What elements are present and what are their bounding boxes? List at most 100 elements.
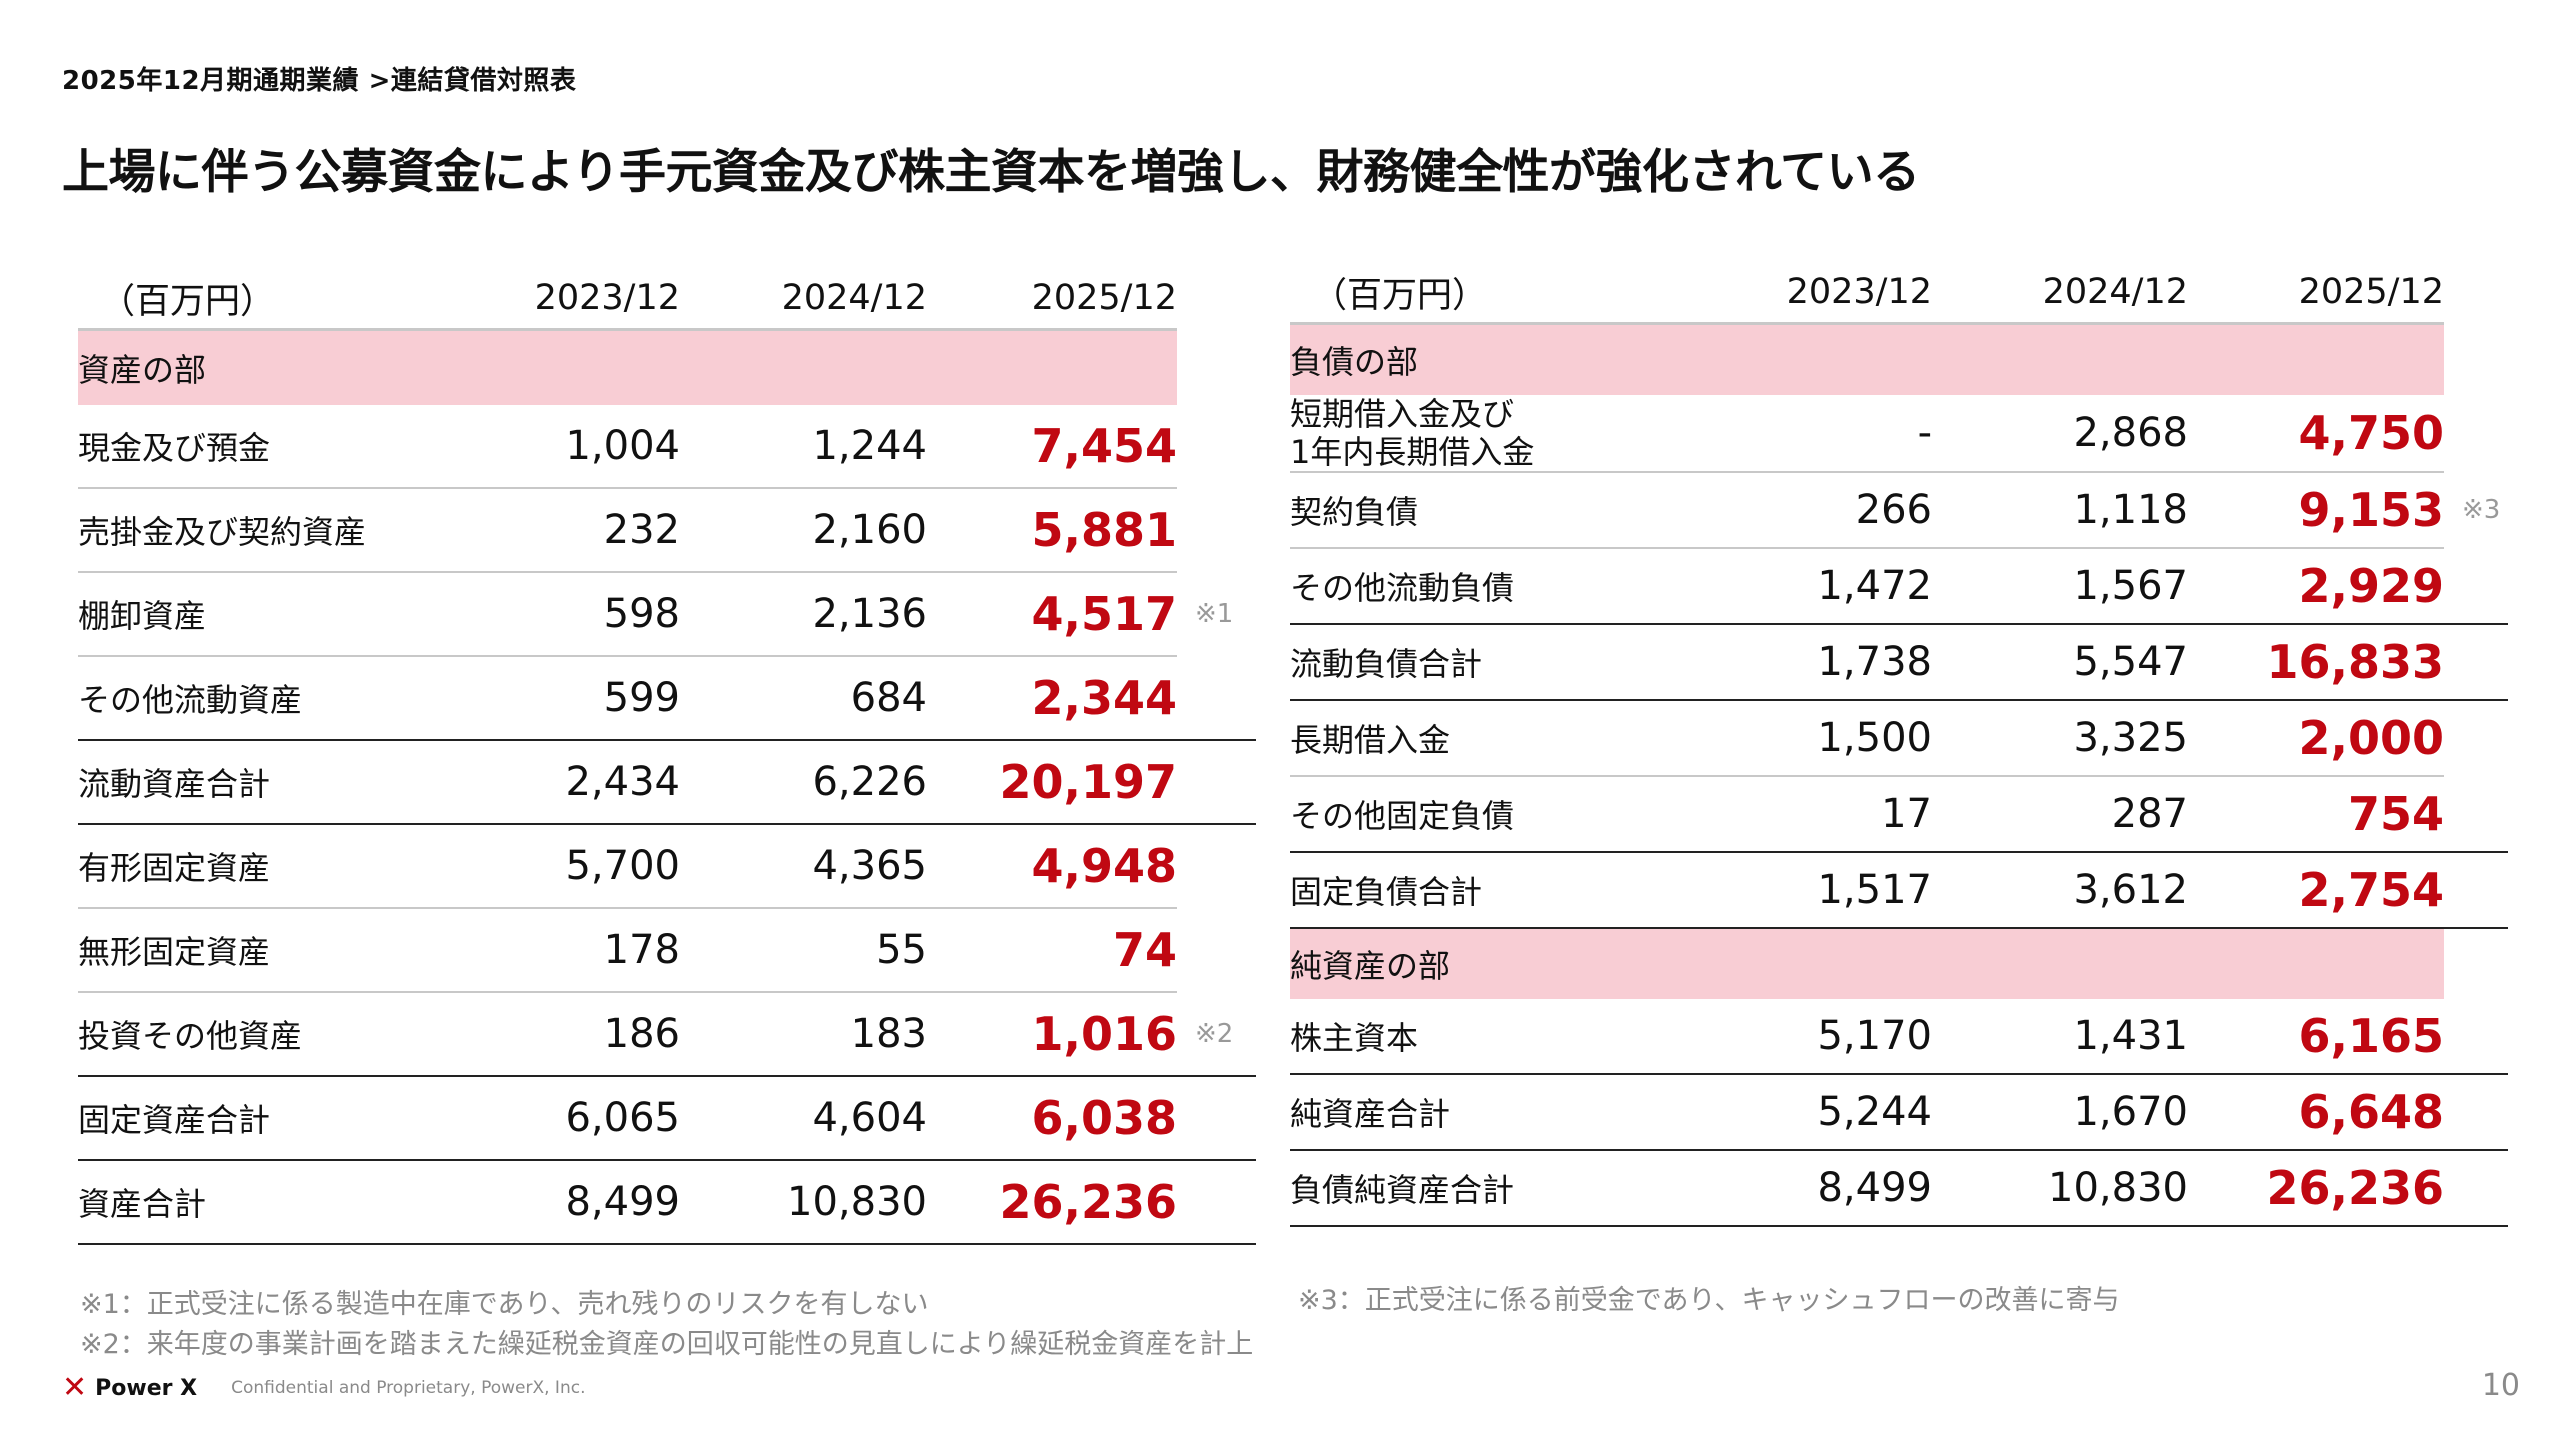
value-2025: 16,833: [2188, 624, 2444, 701]
value-2024: 287: [1932, 776, 2188, 853]
row-note: ※1: [1195, 599, 1234, 629]
row-note: [2444, 395, 2508, 472]
row-label: 長期借入金: [1290, 700, 1710, 777]
table-row: 現金及び預金 1,004 1,244 7,454: [78, 405, 1256, 489]
value-2024: 2,136: [680, 572, 927, 657]
assets-header-row: （百万円） 2023/12 2024/12 2025/12: [78, 268, 1256, 331]
table-row: 短期借入金及び 1年内長期借入金 - 2,868 4,750: [1290, 395, 2508, 473]
table-row: その他固定負債 17 287 754: [1290, 776, 2508, 853]
row-note: [1177, 824, 1256, 908]
value-2024: 3,325: [1932, 700, 2188, 777]
row-label: 売掛金及び契約資産: [78, 488, 458, 573]
section-title: 純資産の部: [1290, 928, 1710, 999]
row-label: その他流動資産: [78, 656, 458, 741]
row-label: 固定負債合計: [1290, 852, 1710, 929]
note-column-header: [2444, 262, 2508, 324]
value-2023: 1,004: [458, 405, 680, 489]
value-2023: 17: [1710, 776, 1932, 853]
value-2023: 178: [458, 908, 680, 993]
value-2025: 7,454: [927, 405, 1177, 489]
value-2024: 2,868: [1932, 395, 2188, 473]
value-2025: 5,881: [927, 488, 1177, 573]
footer: ✕ Power X Confidential and Proprietary, …: [62, 1373, 585, 1403]
section-title: 資産の部: [78, 329, 458, 405]
value-2025: 26,236: [2188, 1150, 2444, 1227]
value-2025: 6,165: [2188, 999, 2444, 1075]
value-2024: 6,226: [680, 740, 927, 825]
value-2024: 1,118: [1932, 472, 2188, 549]
value-2025: 1,016: [927, 992, 1177, 1077]
value-2024: 55: [680, 908, 927, 993]
value-2024: 1,431: [1932, 999, 2188, 1075]
row-label: 現金及び預金: [78, 405, 458, 489]
value-2023: 598: [458, 572, 680, 657]
value-2024: 10,830: [1932, 1150, 2188, 1227]
subtotal-row: 固定資産合計 6,065 4,604 6,038: [78, 1076, 1256, 1161]
section-title: 負債の部: [1290, 323, 1710, 395]
value-2023: 6,065: [458, 1076, 680, 1161]
row-label: 流動負債合計: [1290, 624, 1710, 701]
row-note: [1177, 488, 1256, 572]
value-2023: 5,700: [458, 824, 680, 909]
assets-table: （百万円） 2023/12 2024/12 2025/12 資産の部 現金及び預…: [78, 268, 1256, 1245]
value-2023: 1,517: [1710, 852, 1932, 929]
subtotal-row: 流動負債合計 1,738 5,547 16,833: [1290, 624, 2508, 701]
subtotal-row: 流動資産合計 2,434 6,226 20,197: [78, 740, 1256, 825]
unit-label: （百万円）: [78, 268, 458, 331]
value-2025: 4,948: [927, 824, 1177, 909]
value-2024: 684: [680, 656, 927, 741]
value-2023: 8,499: [1710, 1150, 1932, 1227]
value-2025: 2,344: [927, 656, 1177, 741]
row-label: 流動資産合計: [78, 740, 458, 825]
year-header: 2024/12: [680, 268, 927, 331]
footnote-2: ※2：来年度の事業計画を踏まえた繰延税金資産の回収可能性の見直しにより繰延税金資…: [80, 1329, 1254, 1360]
row-note: [2444, 852, 2508, 929]
value-2025: 26,236: [927, 1160, 1177, 1245]
table-row: 棚卸資産 598 2,136 4,517 ※1: [78, 572, 1256, 657]
value-2023: 232: [458, 488, 680, 573]
row-note: ※3: [2462, 495, 2501, 525]
confidential-notice: Confidential and Proprietary, PowerX, In…: [231, 1378, 586, 1398]
value-2024: 4,604: [680, 1076, 927, 1161]
row-label-line1: 短期借入金及び: [1290, 395, 1515, 433]
value-2023: 5,170: [1710, 999, 1932, 1075]
row-note: ※2: [1177, 992, 1256, 1077]
row-label: 有形固定資産: [78, 824, 458, 909]
table-row: 契約負債 266 1,118 9,153 ※3: [1290, 472, 2508, 549]
row-label: 投資その他資産: [78, 992, 458, 1077]
table-row: 長期借入金 1,500 3,325 2,000: [1290, 700, 2508, 777]
row-note: [2444, 700, 2508, 776]
row-label: 純資産合計: [1290, 1074, 1710, 1151]
row-label: 短期借入金及び 1年内長期借入金: [1290, 395, 1710, 473]
row-note: [1177, 908, 1256, 992]
year-header: 2024/12: [1932, 262, 2188, 325]
value-2024: 183: [680, 992, 927, 1077]
powerx-logo-icon: ✕: [62, 1370, 88, 1405]
row-note: [2444, 1074, 2508, 1151]
value-2024: 1,567: [1932, 548, 2188, 625]
row-label: 固定資産合計: [78, 1076, 458, 1161]
row-note: [1177, 1160, 1256, 1245]
value-2025: 74: [927, 908, 1177, 993]
value-2023: 186: [458, 992, 680, 1077]
year-header: 2023/12: [1710, 262, 1932, 325]
value-2023: 266: [1710, 472, 1932, 549]
grand-total-row: 負債純資産合計 8,499 10,830 26,236: [1290, 1150, 2508, 1227]
row-note: [2444, 624, 2508, 701]
table-row: 売掛金及び契約資産 232 2,160 5,881: [78, 488, 1256, 573]
value-2025: 2,000: [2188, 700, 2444, 777]
section-row-liabilities: 負債の部: [1290, 323, 2508, 395]
value-2023: 8,499: [458, 1160, 680, 1245]
table-row: 有形固定資産 5,700 4,365 4,948: [78, 824, 1256, 909]
row-label: 負債純資産合計: [1290, 1150, 1710, 1227]
footnote-3: ※3：正式受注に係る前受金であり、キャッシュフローの改善に寄与: [1298, 1285, 2120, 1316]
unit-label: （百万円）: [1290, 262, 1710, 325]
row-note: [1177, 740, 1256, 825]
value-2024: 5,547: [1932, 624, 2188, 701]
page-number: 10: [2481, 1368, 2520, 1403]
row-note: [1177, 1076, 1256, 1161]
note-column-header: [1177, 268, 1256, 330]
grand-total-row: 資産合計 8,499 10,830 26,236: [78, 1160, 1256, 1245]
row-note: [2444, 1150, 2508, 1227]
value-2023: 1,472: [1710, 548, 1932, 625]
